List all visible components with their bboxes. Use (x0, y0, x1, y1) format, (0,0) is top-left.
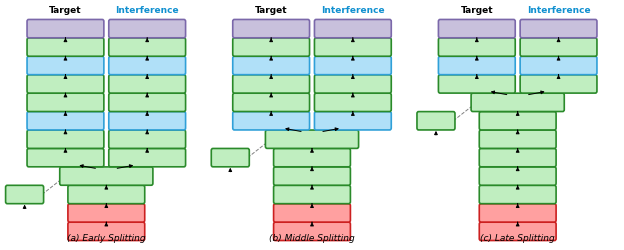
FancyBboxPatch shape (233, 112, 310, 130)
FancyBboxPatch shape (109, 130, 185, 148)
FancyBboxPatch shape (439, 38, 515, 56)
FancyBboxPatch shape (314, 56, 391, 75)
FancyBboxPatch shape (479, 148, 556, 167)
FancyBboxPatch shape (212, 148, 249, 167)
FancyBboxPatch shape (520, 38, 597, 56)
FancyBboxPatch shape (233, 75, 310, 93)
FancyBboxPatch shape (273, 204, 351, 222)
FancyBboxPatch shape (109, 20, 185, 38)
FancyBboxPatch shape (314, 112, 391, 130)
FancyBboxPatch shape (109, 93, 185, 112)
FancyBboxPatch shape (273, 185, 351, 204)
FancyBboxPatch shape (233, 38, 310, 56)
FancyBboxPatch shape (233, 93, 310, 112)
FancyBboxPatch shape (439, 75, 515, 93)
FancyBboxPatch shape (109, 75, 185, 93)
FancyBboxPatch shape (27, 75, 104, 93)
FancyBboxPatch shape (68, 222, 145, 240)
FancyBboxPatch shape (6, 185, 44, 204)
FancyBboxPatch shape (60, 167, 153, 185)
FancyBboxPatch shape (27, 130, 104, 148)
FancyBboxPatch shape (471, 93, 564, 112)
FancyBboxPatch shape (68, 185, 145, 204)
FancyBboxPatch shape (479, 130, 556, 148)
FancyBboxPatch shape (314, 38, 391, 56)
FancyBboxPatch shape (479, 185, 556, 204)
Text: Target: Target (255, 6, 288, 15)
FancyBboxPatch shape (265, 130, 359, 148)
FancyBboxPatch shape (417, 112, 455, 130)
FancyBboxPatch shape (68, 204, 145, 222)
Text: Interference: Interference (527, 6, 590, 15)
FancyBboxPatch shape (27, 20, 104, 38)
FancyBboxPatch shape (233, 20, 310, 38)
FancyBboxPatch shape (27, 148, 104, 167)
FancyBboxPatch shape (273, 167, 351, 185)
FancyBboxPatch shape (439, 56, 515, 75)
FancyBboxPatch shape (27, 38, 104, 56)
Text: Target: Target (461, 6, 493, 15)
FancyBboxPatch shape (27, 93, 104, 112)
FancyBboxPatch shape (233, 56, 310, 75)
FancyBboxPatch shape (520, 75, 597, 93)
FancyBboxPatch shape (314, 93, 391, 112)
FancyBboxPatch shape (479, 222, 556, 240)
FancyBboxPatch shape (109, 38, 185, 56)
FancyBboxPatch shape (109, 148, 185, 167)
FancyBboxPatch shape (314, 20, 391, 38)
Text: Interference: Interference (115, 6, 179, 15)
FancyBboxPatch shape (109, 112, 185, 130)
FancyBboxPatch shape (109, 56, 185, 75)
FancyBboxPatch shape (439, 20, 515, 38)
FancyBboxPatch shape (520, 20, 597, 38)
FancyBboxPatch shape (27, 56, 104, 75)
FancyBboxPatch shape (273, 222, 351, 240)
Text: Target: Target (49, 6, 82, 15)
Text: Interference: Interference (321, 6, 384, 15)
FancyBboxPatch shape (479, 167, 556, 185)
FancyBboxPatch shape (27, 112, 104, 130)
FancyBboxPatch shape (273, 148, 351, 167)
Text: (a) Early Splitting: (a) Early Splitting (67, 234, 145, 244)
FancyBboxPatch shape (520, 56, 597, 75)
FancyBboxPatch shape (479, 112, 556, 130)
Text: (b) Middle Splitting: (b) Middle Splitting (269, 234, 355, 244)
Text: (c) Late Splitting: (c) Late Splitting (480, 234, 555, 244)
FancyBboxPatch shape (314, 75, 391, 93)
FancyBboxPatch shape (479, 204, 556, 222)
